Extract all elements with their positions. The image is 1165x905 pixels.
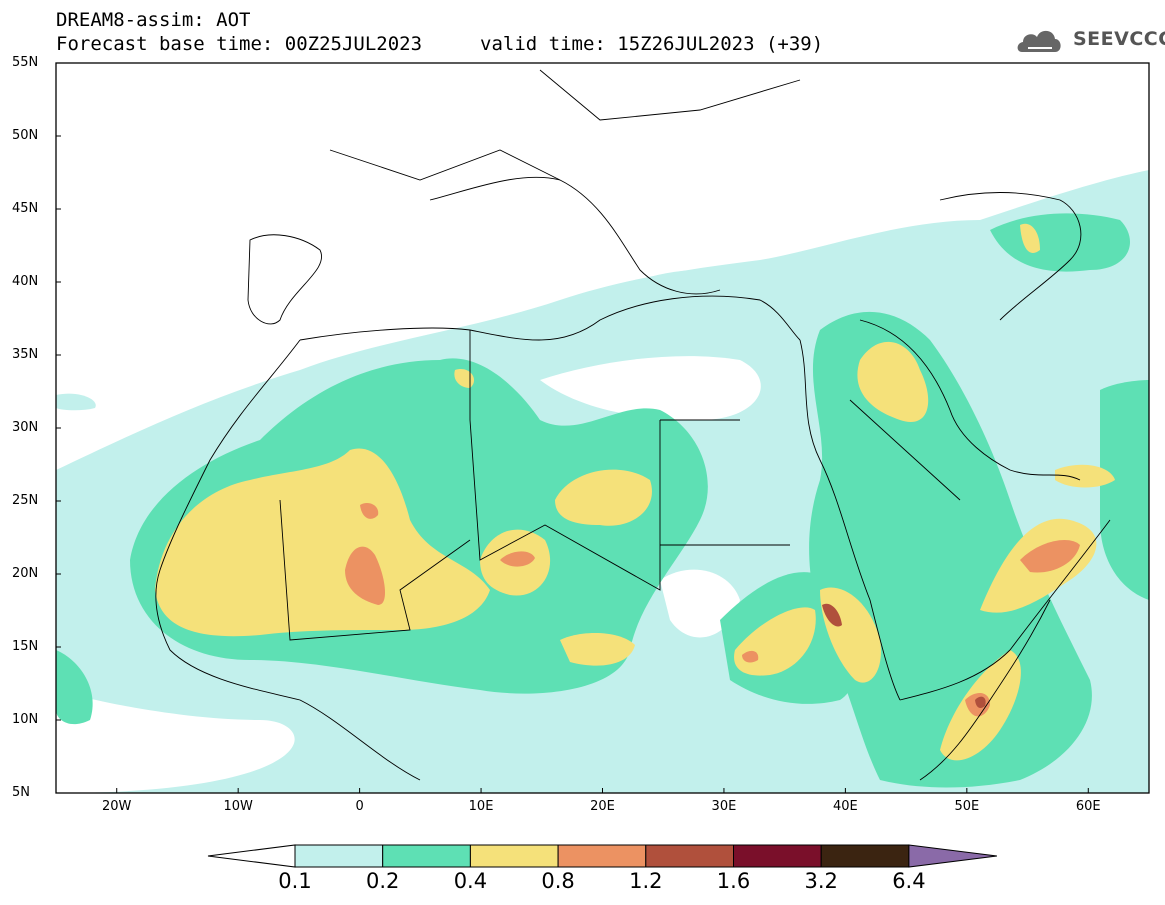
- lon-label-30E: 30E: [711, 799, 737, 814]
- legend-swatch: [557, 844, 647, 868]
- lon-label-20E: 20E: [590, 799, 615, 814]
- map-title: DREAM8-assim: AOT: [56, 9, 251, 31]
- legend-arrow-high: [908, 844, 997, 868]
- legend-swatch: [733, 844, 822, 868]
- legend-label: 0.2: [365, 869, 400, 893]
- lon-label-50E: 50E: [954, 799, 980, 814]
- lat-label-35N: 35N: [12, 347, 39, 362]
- lat-label-50N: 50N: [12, 128, 39, 143]
- lat-label-15N: 15N: [12, 639, 39, 654]
- legend-swatch: [645, 844, 734, 868]
- lat-label-10N: 10N: [12, 712, 39, 727]
- valid-time: valid time: 15Z26JUL2023 (+39): [480, 33, 824, 55]
- lon-label-40E: 40E: [832, 799, 858, 814]
- legend-label: 0.8: [541, 869, 575, 893]
- legend-swatch: [294, 844, 384, 868]
- lat-label-55N: 55N: [12, 55, 39, 70]
- lon-label-0: 0: [355, 799, 364, 814]
- legend-swatch: [382, 844, 471, 868]
- legend-swatch: [469, 844, 559, 868]
- coastlines: [155, 69, 1111, 781]
- axis-ticks: [56, 62, 1089, 794]
- logo-text: SEEVCCC: [1073, 28, 1165, 50]
- legend-label: 3.2: [804, 869, 838, 893]
- lon-label-10W: 10W: [223, 799, 253, 814]
- legend-swatch: [820, 844, 910, 868]
- lon-label-60E: 60E: [1075, 799, 1101, 814]
- lon-label-10E: 10E: [468, 799, 494, 814]
- lat-label-5N: 5N: [12, 785, 30, 800]
- legend-label: 1.6: [716, 869, 751, 893]
- lon-label-20W: 20W: [102, 799, 132, 814]
- lat-label-40N: 40N: [12, 274, 39, 289]
- legend-label: 0.1: [278, 869, 312, 893]
- lat-label-25N: 25N: [12, 493, 39, 508]
- lat-label-45N: 45N: [12, 201, 39, 216]
- lat-label-30N: 30N: [12, 420, 39, 435]
- aot-field: [56, 170, 1149, 793]
- legend-label: 6.4: [892, 869, 926, 893]
- legend-arrow-low: [207, 844, 296, 868]
- legend-label: 1.2: [629, 869, 663, 893]
- cloud-logo-icon: [1017, 30, 1061, 52]
- lat-label-20N: 20N: [12, 566, 39, 581]
- legend-label: 0.4: [453, 869, 488, 893]
- forecast-base-time: Forecast base time: 00Z25JUL2023: [56, 33, 423, 55]
- color-bar: [207, 844, 997, 868]
